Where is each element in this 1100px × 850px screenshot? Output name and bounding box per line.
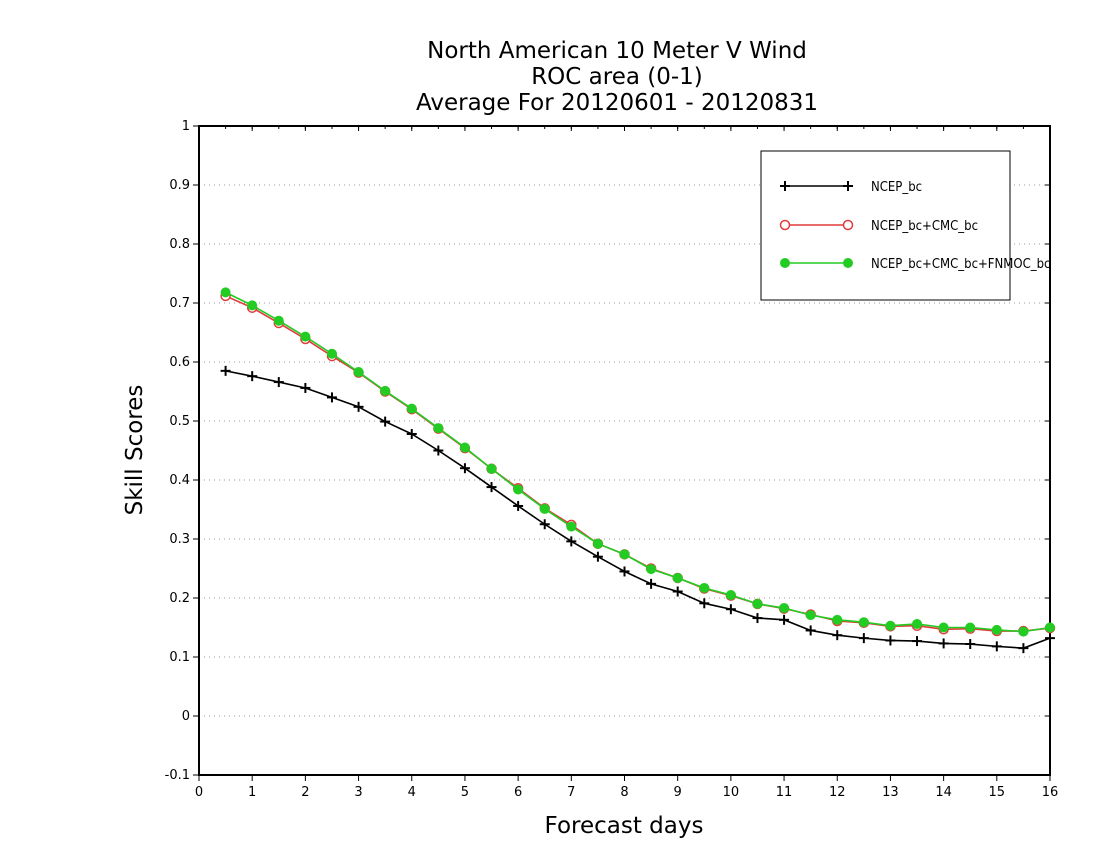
series-line <box>225 295 1051 632</box>
title-line-1: North American 10 Meter V Wind <box>427 38 807 64</box>
data-point <box>672 572 683 583</box>
data-point <box>592 538 603 549</box>
y-tick-label: 0.9 <box>169 178 190 193</box>
series-layer <box>220 287 1056 654</box>
series-line <box>225 291 1051 633</box>
y-tick-label: 0.8 <box>169 237 190 252</box>
x-tick-label: 11 <box>776 785 793 800</box>
x-tick-label: 12 <box>829 785 846 800</box>
title-line-3: Average For 20120601 - 20120831 <box>416 90 818 116</box>
legend-label-ncep-cmc: NCEP_bc+CMC_bc <box>871 219 978 234</box>
x-tick-label: 15 <box>989 785 1006 800</box>
data-point <box>406 403 417 414</box>
x-tick-label: 0 <box>195 785 203 800</box>
y-tick-label: 0.6 <box>169 355 190 370</box>
data-point <box>513 484 524 495</box>
data-point <box>991 624 1002 635</box>
x-tick-label: 14 <box>935 785 952 800</box>
data-point <box>805 610 816 621</box>
y-tick-label: 1 <box>182 119 190 134</box>
data-point <box>220 287 231 298</box>
legend: NCEP_bc NCEP_bc+CMC_bc NCEP_bc+CMC_bc+FN… <box>760 150 1050 301</box>
y-tick-label: -0.1 <box>165 768 190 783</box>
y-tick-label: 0.3 <box>169 532 190 547</box>
data-point <box>247 300 258 311</box>
y-tick-label: 0 <box>182 709 190 724</box>
data-point <box>858 617 869 628</box>
x-tick-label: 9 <box>674 785 682 800</box>
x-tick-label: 7 <box>567 785 575 800</box>
data-point <box>965 622 976 633</box>
data-point <box>566 521 577 532</box>
legend-marker <box>780 258 790 268</box>
legend-label-ncep-bc: NCEP_bc <box>871 180 922 195</box>
data-point <box>380 385 391 396</box>
x-tick-label: 2 <box>301 785 309 800</box>
data-point <box>885 620 896 631</box>
data-point <box>326 348 337 359</box>
grid-layer <box>199 184 1050 717</box>
y-axis-label: Skill Scores <box>122 385 148 516</box>
tick-layer: -0.100.10.20.30.40.50.60.70.80.910 1 2 3 4 5 6… <box>165 119 1059 800</box>
data-point <box>1045 622 1055 633</box>
legend-label-ncep-cmc-fnmoc: NCEP_bc+CMC_bc+FNMOC_bc <box>871 257 1050 272</box>
legend-marks <box>779 181 854 268</box>
x-tick-label: 3 <box>354 785 362 800</box>
series-0 <box>220 365 1055 654</box>
x-tick-label: 6 <box>514 785 522 800</box>
x-tick-label: 5 <box>461 785 469 800</box>
x-tick-label: 13 <box>882 785 899 800</box>
data-point <box>459 442 470 453</box>
series-line <box>225 370 1051 649</box>
legend-marker <box>779 219 791 231</box>
data-point <box>433 423 444 434</box>
x-tick-label: 4 <box>408 785 416 800</box>
series-1 <box>220 290 1056 637</box>
series-2 <box>220 287 1055 637</box>
data-point <box>938 622 949 633</box>
y-tick-label: 0.2 <box>169 591 190 606</box>
data-point <box>486 463 497 474</box>
data-point <box>779 603 790 614</box>
legend-marker <box>842 219 854 231</box>
chart-title: North American 10 Meter V Wind ROC area … <box>416 38 818 116</box>
data-point <box>273 315 284 326</box>
y-tick-label: 0.1 <box>169 650 190 665</box>
data-point <box>699 582 710 593</box>
x-tick-label: 8 <box>620 785 628 800</box>
data-point <box>752 598 763 609</box>
data-point <box>353 367 364 378</box>
data-point <box>912 618 923 629</box>
data-point <box>539 503 550 514</box>
data-point <box>619 549 630 560</box>
data-point <box>646 564 657 575</box>
y-tick-label: 0.5 <box>169 414 190 429</box>
x-axis-label: Forecast days <box>545 813 704 839</box>
title-line-2: ROC area (0-1) <box>531 64 703 90</box>
y-tick-label: 0.4 <box>169 473 190 488</box>
x-tick-label: 1 <box>248 785 256 800</box>
data-point <box>1018 626 1029 637</box>
x-tick-label: 10 <box>723 785 740 800</box>
plot-frame <box>198 125 1051 776</box>
data-point <box>725 590 736 601</box>
y-tick-label: 0.7 <box>169 296 190 311</box>
legend-marker <box>843 258 853 268</box>
data-point <box>832 614 843 625</box>
data-point <box>300 331 311 342</box>
x-tick-label: 16 <box>1042 785 1059 800</box>
